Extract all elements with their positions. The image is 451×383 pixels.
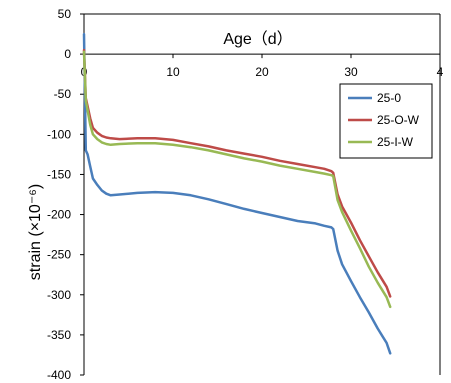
series-group	[82, 32, 392, 355]
legend-label: 25-O-W	[377, 113, 420, 127]
y-tick-label: -300	[47, 288, 71, 302]
y-tick-label: -150	[47, 167, 71, 181]
legend-label: 25-0	[377, 91, 401, 105]
x-tick-label: 10	[166, 65, 180, 79]
y-tick-label: 50	[58, 7, 72, 21]
legend-label: 25-I-W	[377, 135, 414, 149]
y-tick-label: -200	[47, 208, 71, 222]
y-tick-label: 0	[64, 47, 71, 61]
x-tick-label: 4	[437, 65, 444, 79]
y-tick-label: -100	[47, 127, 71, 141]
y-axis-title: strain (×10⁻⁶)	[27, 184, 44, 280]
series-line-25-0	[82, 32, 392, 355]
y-tick-label: -250	[47, 248, 71, 262]
x-axis-title: Age（d）	[223, 30, 292, 48]
series-line-25-o-w	[82, 48, 392, 298]
legend: 25-0 25-O-W 25-I-W	[339, 83, 433, 159]
x-tick-label: 20	[255, 65, 269, 79]
y-tick-label: -50	[54, 87, 72, 101]
series-line-25-i-w	[82, 50, 392, 309]
y-tick-label: -400	[47, 368, 71, 382]
legend-box	[339, 83, 433, 159]
x-tick-label: 30	[344, 65, 358, 79]
y-tick-label: -350	[47, 328, 71, 342]
